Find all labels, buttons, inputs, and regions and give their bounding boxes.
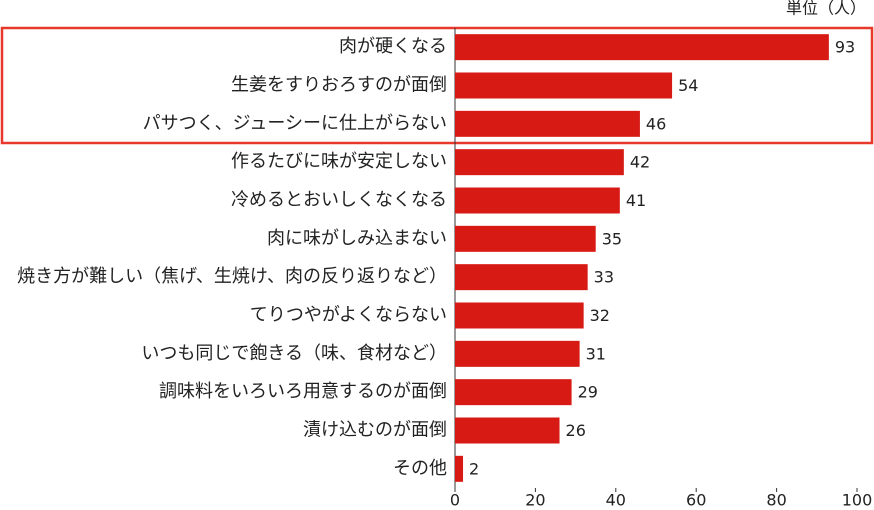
category-label: パサつく、ジューシーに仕上がらない (143, 113, 447, 134)
value-label: 46 (646, 114, 666, 133)
bar (455, 379, 572, 406)
value-label: 42 (630, 153, 650, 172)
value-label: 32 (590, 306, 610, 325)
bar (455, 149, 624, 176)
value-label: 26 (566, 421, 586, 440)
value-label: 33 (594, 268, 614, 287)
x-tick-label: 60 (686, 491, 706, 510)
x-tick-label: 40 (606, 491, 626, 510)
value-label: 31 (586, 344, 606, 363)
bar (455, 302, 584, 329)
category-label: 作るたびに味が安定しない (231, 151, 447, 172)
value-label: 2 (469, 459, 479, 478)
bar (455, 417, 560, 444)
bar (455, 34, 829, 61)
x-tick-label: 0 (450, 491, 460, 510)
x-tick-label: 100 (842, 491, 873, 510)
bar (455, 340, 580, 367)
category-label: 冷めるとおいしくなくなる (231, 190, 447, 211)
category-label: てりつやがよくならない (250, 305, 447, 326)
category-label: 焼き方が難しい（焦げ、生焼け、肉の反り返りなど） (17, 266, 447, 287)
category-label: その他 (393, 458, 447, 479)
bar (455, 110, 640, 137)
x-tick-label: 20 (525, 491, 545, 510)
bar (455, 225, 596, 252)
category-label: 漬け込むのが面倒 (303, 420, 447, 441)
category-label: 肉に味がしみ込まない (267, 228, 447, 249)
category-label: 生姜をすりおろすのが面倒 (231, 75, 447, 96)
unit-label: 単位（人） (786, 0, 866, 18)
value-label: 41 (626, 191, 646, 210)
category-label: 肉が硬くなる (339, 36, 447, 57)
value-label: 29 (578, 383, 598, 402)
value-label: 35 (602, 229, 622, 248)
bar (455, 72, 673, 99)
bar (455, 455, 464, 482)
value-label: 93 (835, 38, 855, 57)
bar (455, 187, 620, 214)
category-label: 調味料をいろいろ用意するのが面倒 (159, 381, 447, 402)
bar (455, 264, 588, 291)
value-label: 54 (678, 76, 698, 95)
highlight-box (0, 26, 874, 145)
x-tick-label: 80 (766, 491, 786, 510)
category-label: いつも同じで飽きる（味、食材など） (141, 343, 447, 364)
